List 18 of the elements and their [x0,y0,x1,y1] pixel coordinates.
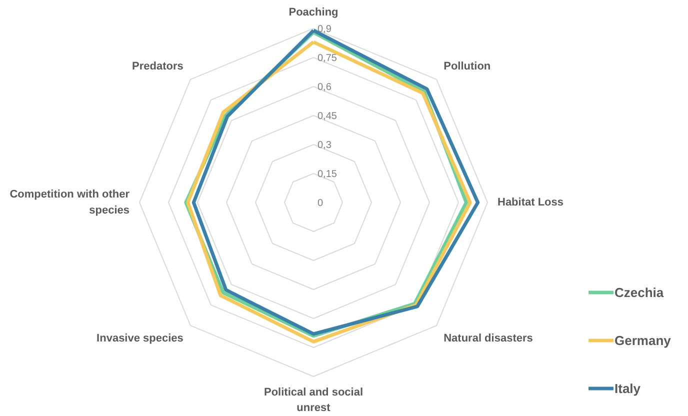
spoke-label: Political and social unrest [264,386,364,414]
y-tick-label: 0,75 [318,53,338,64]
spoke-label: Natural disasters [444,332,533,345]
spoke-label: Predators [132,60,184,72]
y-tick-label: 0,9 [318,24,332,35]
legend-label: Germany [614,333,672,348]
y-tick-label: 0 [318,198,324,209]
y-tick-label: 0,6 [318,82,332,93]
y-tick-label: 0,15 [318,169,338,180]
spoke-label: Habitat Loss [498,196,564,208]
spoke-label: Competition with other species [10,188,130,216]
spoke-label: Invasive species [96,332,184,345]
spoke-label: Poaching [288,6,338,18]
y-tick-label: 0,3 [318,140,332,151]
y-tick-label: 0,45 [318,111,338,122]
spoke-label: Pollution [444,60,491,72]
legend-label: Italy [614,381,642,396]
legend-label: Czechia [614,285,664,300]
